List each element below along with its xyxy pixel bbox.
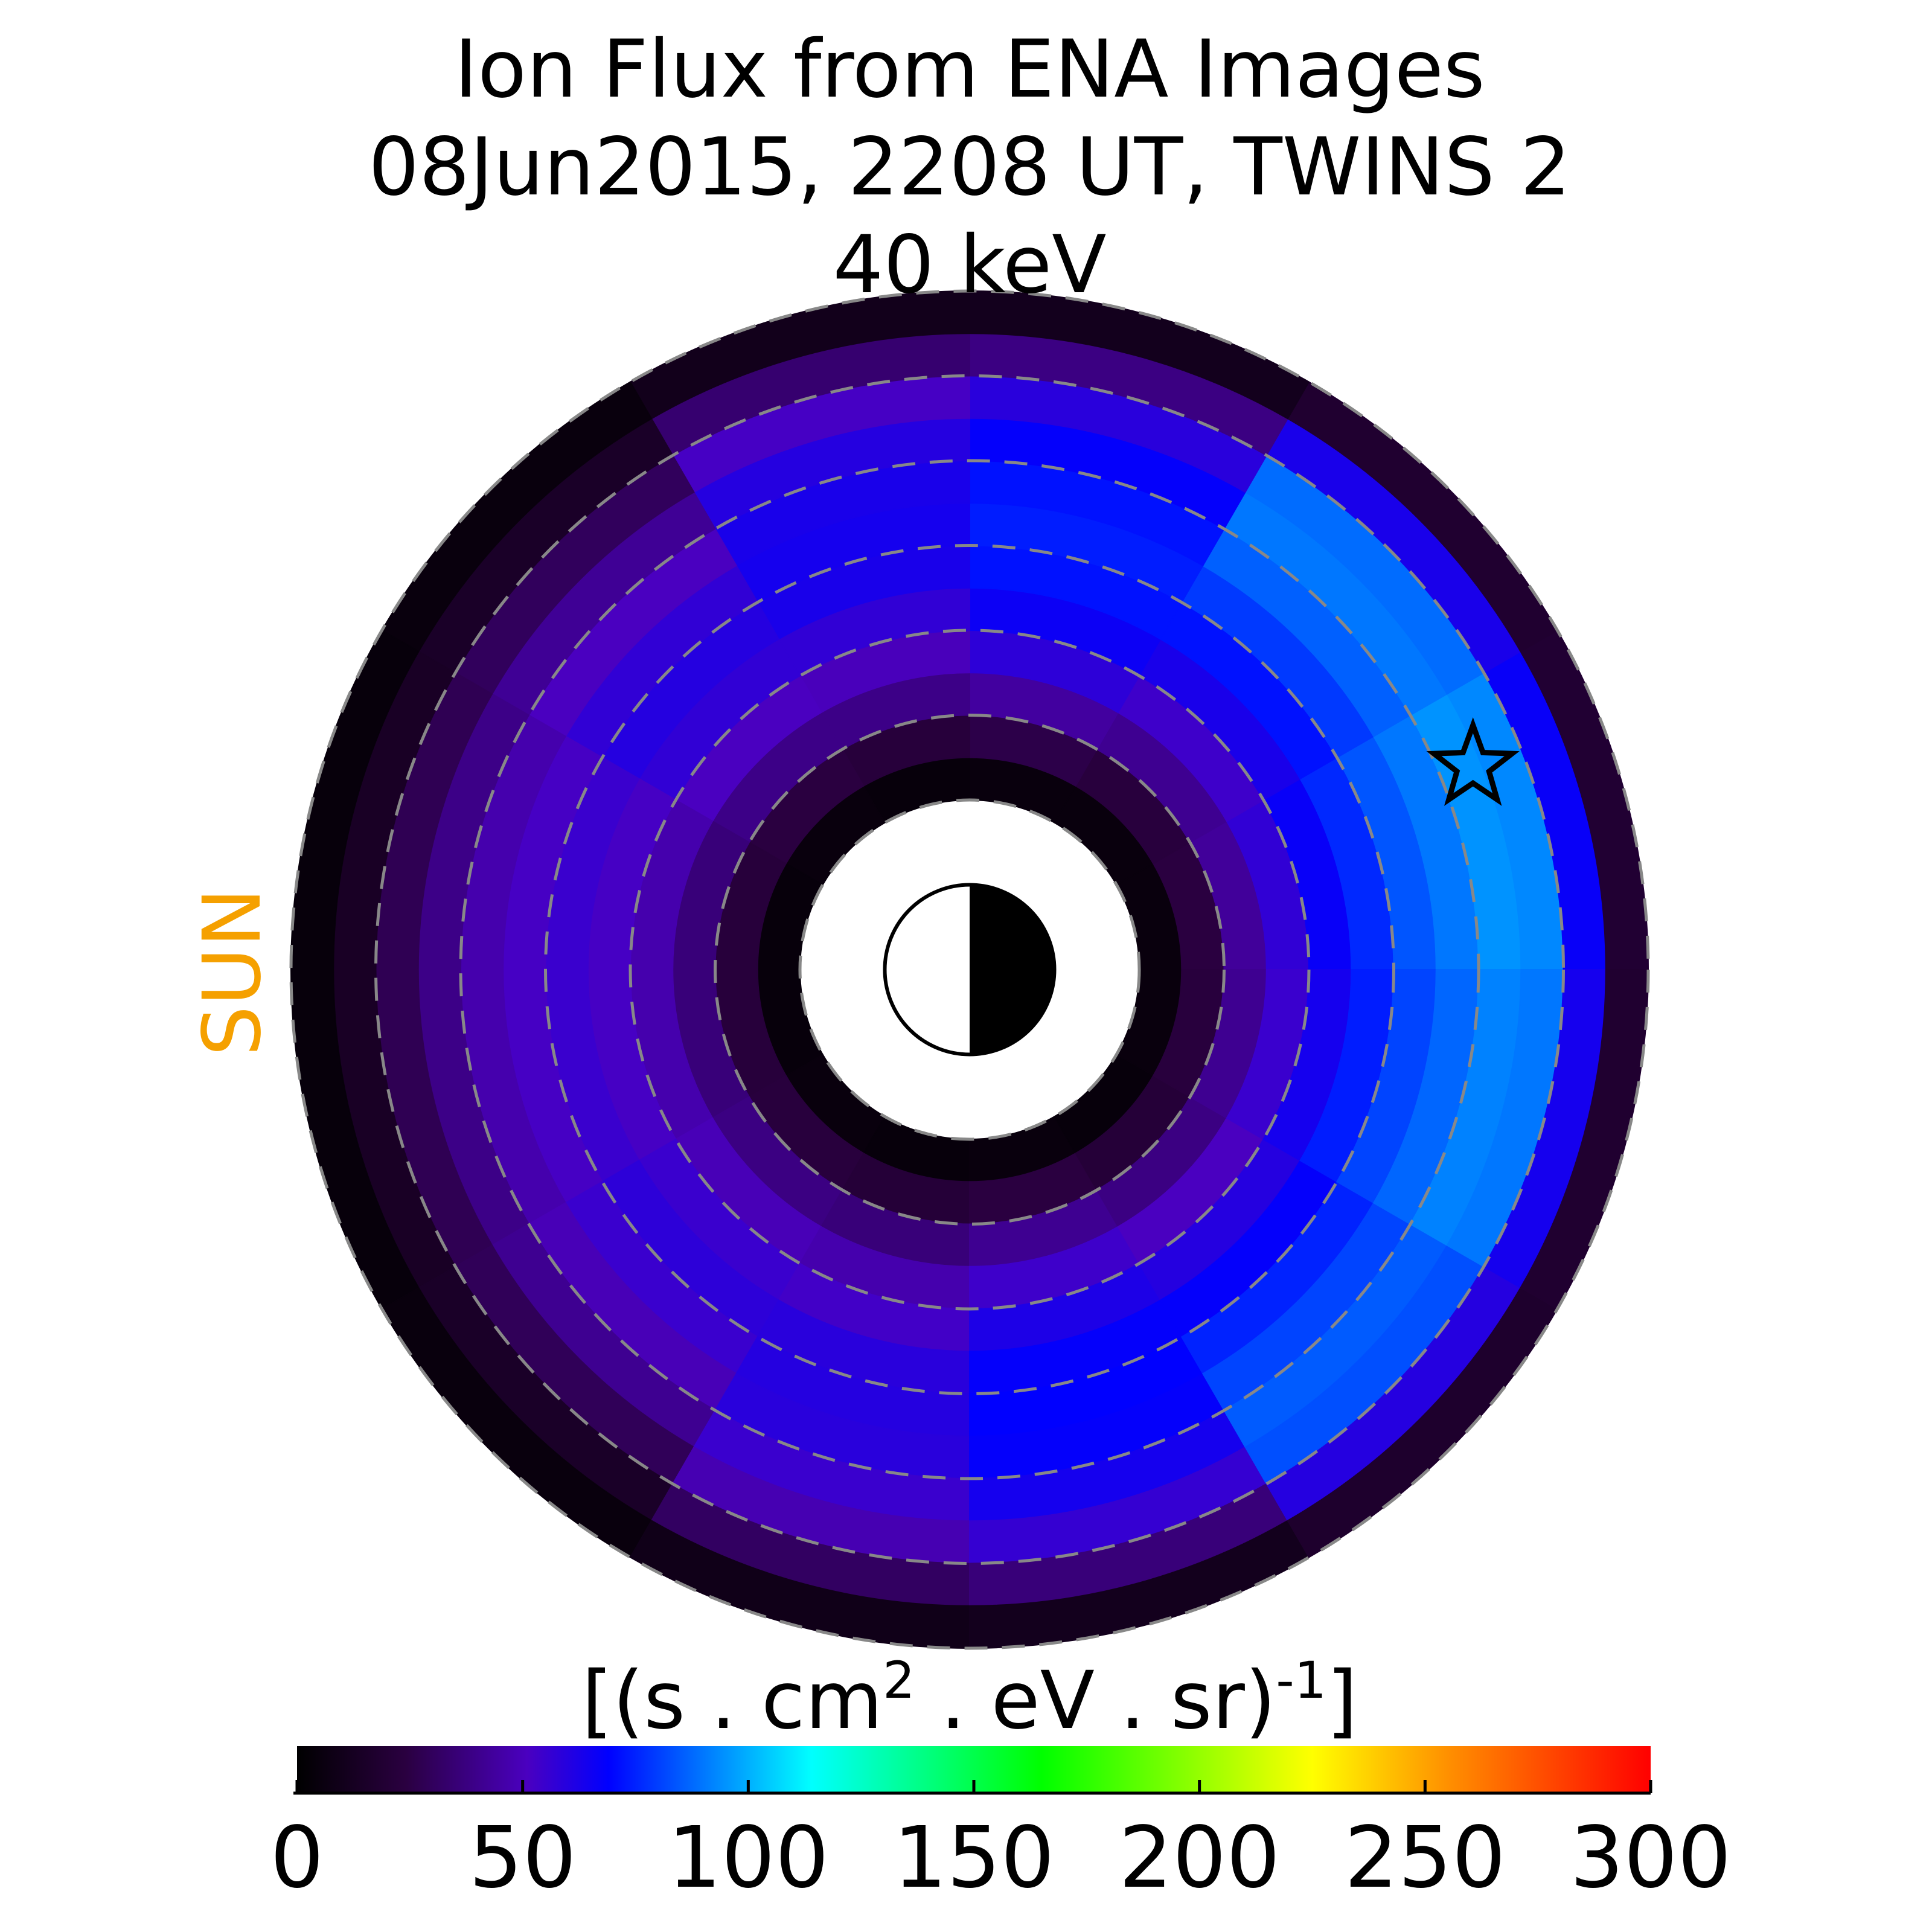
colorbar-tick-label: 0 <box>270 1809 324 1907</box>
colorbar-tick-label: 100 <box>668 1809 829 1907</box>
label-sup: -1 <box>1276 1651 1326 1710</box>
colorbar-axis: 0 50 100 150 200 250 300 <box>270 1780 1732 1907</box>
title: Ion Flux from ENA Images 08Jun2015, 2208… <box>368 23 1571 312</box>
label-part: ] <box>1326 1654 1358 1747</box>
earth <box>883 883 1057 1057</box>
colorbar-tick-label: 150 <box>893 1809 1054 1907</box>
earth-night <box>970 884 1055 1055</box>
grid-circle <box>629 629 1311 1311</box>
sun-label: SUN <box>186 888 279 1056</box>
colorbar-label: [(s . cm2 . eV . sr)-1] <box>581 1651 1357 1747</box>
colorbar-tick-label: 200 <box>1119 1809 1280 1907</box>
colorbar-tick-label: 300 <box>1570 1809 1731 1907</box>
grid <box>289 289 1650 1650</box>
title-line: 08Jun2015, 2208 UT, TWINS 2 <box>368 121 1571 214</box>
grid-circle <box>544 544 1395 1395</box>
title-line: Ion Flux from ENA Images <box>454 23 1485 116</box>
grid-circle <box>459 459 1480 1480</box>
colorbar-tick-label: 250 <box>1345 1809 1506 1907</box>
grid-circle <box>798 798 1141 1141</box>
grid-circle <box>374 374 1565 1565</box>
label-part: . eV . sr) <box>915 1654 1276 1747</box>
grid-circle <box>714 714 1226 1226</box>
label-part: [(s . cm <box>581 1654 883 1747</box>
grid-circle <box>289 289 1650 1650</box>
colorbar-tick-label: 50 <box>469 1809 577 1907</box>
label-sup: 2 <box>883 1651 915 1710</box>
satellite-star <box>1426 717 1520 806</box>
title-line: 40 keV <box>833 219 1106 312</box>
